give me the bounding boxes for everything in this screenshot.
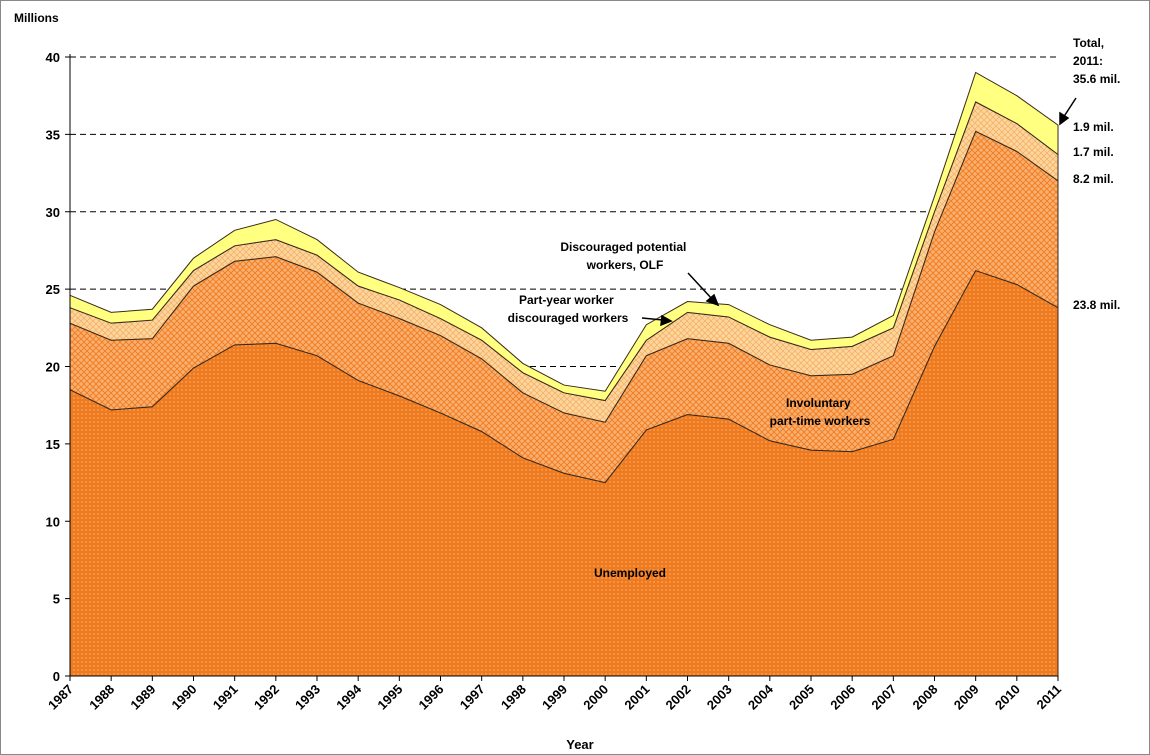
x-tick-label: 2000 <box>580 682 611 713</box>
series-label: Discouraged potential workers, OLF <box>560 240 689 272</box>
x-tick-label: 2008 <box>910 682 941 713</box>
y-axis-label: Millions <box>14 11 59 25</box>
y-tick-label: 30 <box>46 205 60 220</box>
x-tick-label: 2006 <box>827 682 858 713</box>
x-tick-label: 2010 <box>992 682 1023 713</box>
annotation: Total, <box>1073 36 1104 50</box>
series-label: Involuntary part-time workers <box>770 396 871 428</box>
arrow <box>641 317 664 321</box>
x-tick-label: 1993 <box>292 682 323 713</box>
x-tick-label: 2004 <box>745 681 777 713</box>
x-tick-label: 2002 <box>663 682 694 713</box>
y-tick-label: 20 <box>46 360 60 375</box>
arrows <box>641 97 1077 327</box>
x-tick-label: 1994 <box>333 681 365 713</box>
y-tick-label: 5 <box>53 592 60 607</box>
x-tick-label: 2001 <box>621 682 652 713</box>
x-tick-label: 1992 <box>251 682 282 713</box>
arrow <box>1062 97 1077 119</box>
x-tick-label: 2003 <box>704 682 735 713</box>
x-tick-label: 1999 <box>539 682 570 713</box>
area <box>69 71 1059 402</box>
y-tick-label: 15 <box>46 437 60 452</box>
y-tick-label: 25 <box>46 282 60 297</box>
annotation: 35.6 mil. <box>1073 72 1120 86</box>
series-label: Unemployed <box>594 566 666 580</box>
x-tick-label: 1996 <box>416 682 447 713</box>
x-tick-label: 1997 <box>457 682 488 713</box>
y-tick-label: 0 <box>53 669 60 684</box>
series-label: Part-year worker discouraged workers <box>508 293 629 325</box>
arrow <box>687 272 714 301</box>
y-tick-label: 35 <box>46 127 60 142</box>
x-tick-label: 1998 <box>498 682 529 713</box>
labels: Unemployed Involuntary part-time workers P… <box>508 36 1121 580</box>
x-tick-label: 1989 <box>127 682 158 713</box>
annotation: 1.7 mil. <box>1073 145 1114 159</box>
x-tick-label: 2007 <box>868 682 899 713</box>
x-tick-label: 1987 <box>45 682 76 713</box>
arrowhead <box>1059 111 1070 126</box>
annotation: 1.9 mil. <box>1073 120 1114 134</box>
y-tick-label: 10 <box>46 514 60 529</box>
x-tick-label: 2011 <box>1034 682 1065 713</box>
areas <box>69 71 1059 677</box>
x-tick-label: 1988 <box>86 682 117 713</box>
x-axis-label: Year <box>566 737 593 752</box>
annotation: 23.8 mil. <box>1073 298 1120 312</box>
arrowhead <box>660 314 673 327</box>
x-tick-label: 2005 <box>786 682 817 713</box>
x-tick-label: 1990 <box>169 682 200 713</box>
x-tick-label: 1995 <box>374 682 405 713</box>
arrowhead <box>705 293 720 307</box>
y-tick-label: 40 <box>46 50 60 65</box>
x-tick-label: 2009 <box>951 682 982 713</box>
annotation: 8.2 mil. <box>1073 172 1114 186</box>
annotation: 2011: <box>1073 54 1103 68</box>
x-tick-label: 1991 <box>210 682 241 713</box>
